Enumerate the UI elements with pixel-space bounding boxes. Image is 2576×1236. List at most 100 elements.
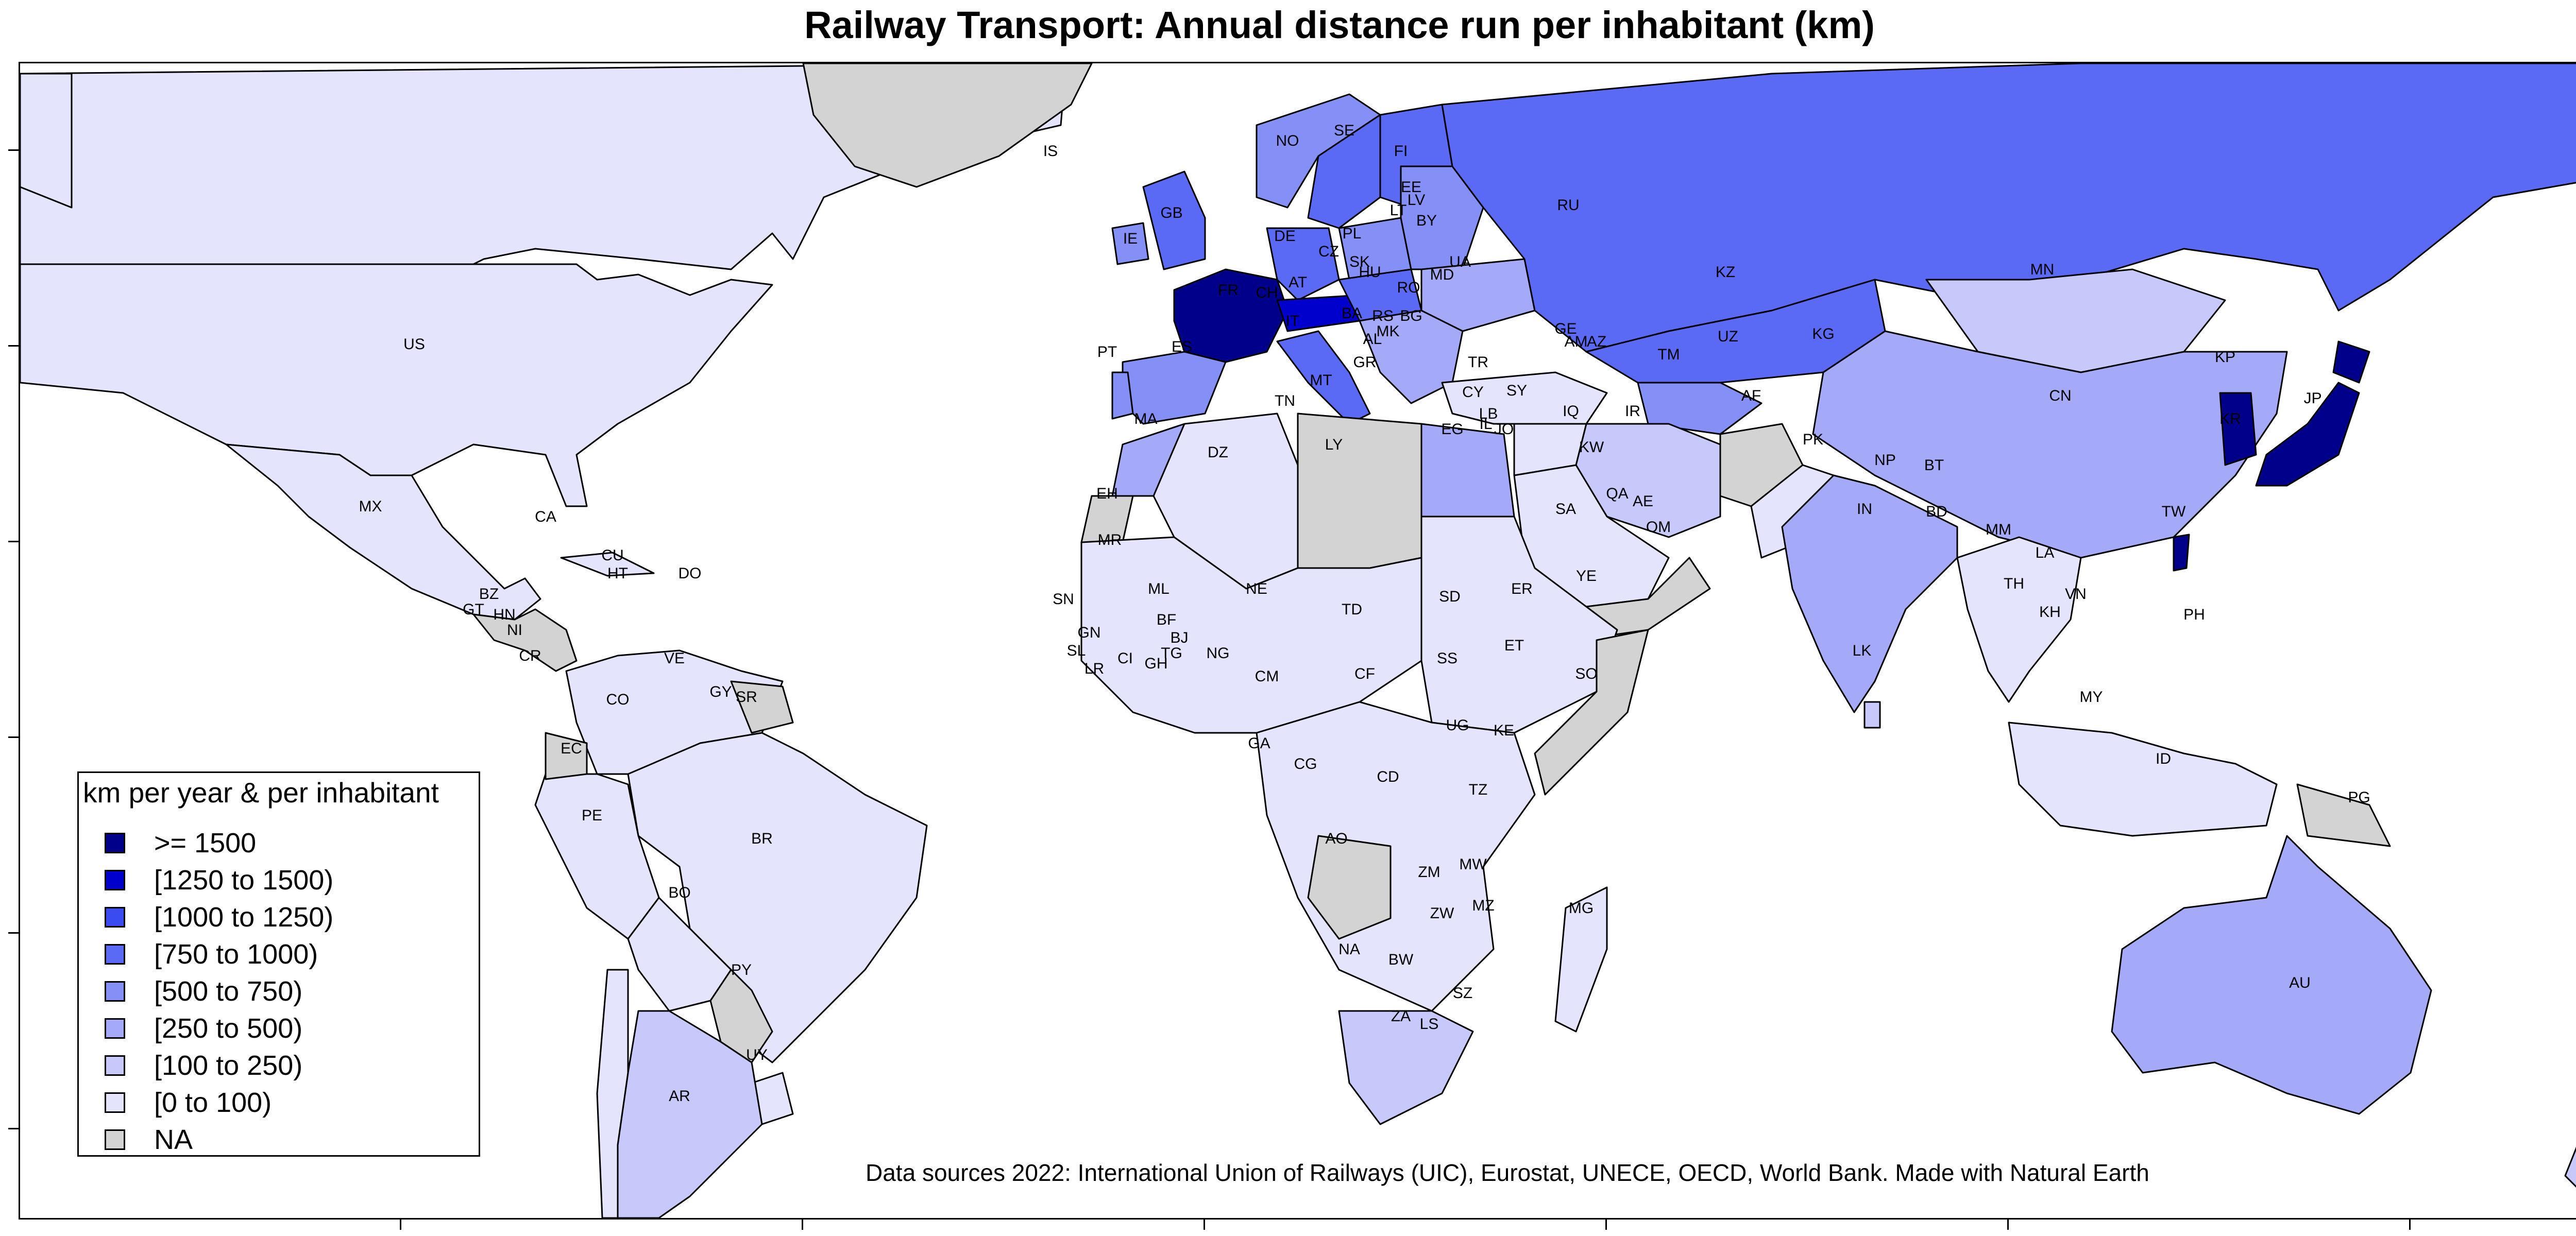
country-label-ci: CI [1117,650,1133,667]
country-label-mt: MT [1310,372,1332,389]
country-label-tm: TM [1657,346,1680,363]
country-label-cd: CD [1377,768,1399,785]
country-nz [2564,1146,2576,1188]
country-br [627,732,928,1063]
legend-swatch [105,981,125,1002]
axis-tick [802,1220,803,1230]
country-label-kh: KH [2039,604,2061,621]
country-ca-mx-central [472,608,578,672]
country-label-la: LA [2036,544,2055,561]
legend-swatch [105,944,125,965]
country-label-sz: SZ [1453,985,1472,1002]
country-label-fr: FR [1218,282,1239,299]
country-label-gb: GB [1160,204,1182,221]
legend-item: [750 to 1000) [105,936,318,973]
legend-item: NA [105,1121,193,1158]
country-jp-hokkaido [2332,340,2370,384]
country-in [1781,474,1958,713]
country-label-al: AL [1363,331,1382,348]
country-label-mn: MN [2030,261,2055,278]
country-se-asia [1956,536,2082,703]
country-label-hu: HU [1359,264,1381,281]
legend-label: >= 1500 [154,828,257,859]
country-gl [802,63,1093,188]
country-label-kp: KP [2215,349,2235,366]
legend-swatch [105,1055,125,1076]
country-label-bg: BG [1400,307,1422,324]
country-label-cf: CF [1354,665,1375,682]
country-label-ls: LS [1420,1016,1439,1033]
country-label-us: US [403,336,425,353]
country-ie [1111,222,1149,265]
country-label-kz: KZ [1716,264,1735,281]
country-label-sk: SK [1349,253,1370,270]
country-label-sr: SR [736,689,757,706]
country-label-mx: MX [359,498,382,515]
country-label-es: ES [1172,338,1192,355]
legend-swatch [105,833,125,853]
country-label-zw: ZW [1430,905,1454,922]
country-label-cy: CY [1462,384,1484,401]
legend-label: [100 to 250) [154,1050,303,1081]
legend-swatch [105,907,125,928]
country-label-it: IT [1286,313,1300,330]
country-label-is: IS [1043,143,1058,160]
legend-title: km per year & per inhabitant [83,777,439,809]
country-gy-sr [730,680,794,734]
legend-label: [750 to 1000) [154,939,318,970]
country-label-iq: IQ [1563,403,1579,420]
country-label-ml: ML [1148,580,1170,597]
country-label-fi: FI [1394,143,1408,160]
country-ly [1297,413,1422,569]
country-label-rs: RS [1372,307,1394,324]
data-source-note: Data sources 2022: International Union o… [866,1159,2149,1186]
country-label-kg: KG [1812,325,1834,342]
country-us [20,263,773,507]
country-label-ec: EC [561,740,582,757]
country-cu [560,552,655,577]
country-label-bt: BT [1924,457,1944,474]
axis-tick [8,149,19,151]
country-ec [545,732,588,780]
legend-item: [500 to 750) [105,973,302,1010]
country-label-bj: BJ [1170,629,1188,646]
legend-swatch [105,870,125,890]
country-label-py: PY [731,962,752,978]
country-label-ga: GA [1248,735,1270,752]
country-label-lr: LR [1084,660,1104,677]
country-label-sa: SA [1555,501,1576,518]
legend-label: [1250 to 1500) [154,865,334,896]
country-label-ee: EE [1401,179,1421,196]
country-label-mw: MW [1459,856,1487,873]
legend-item: [100 to 250) [105,1047,302,1084]
country-label-ss: SS [1437,650,1458,667]
country-label-bw: BW [1388,951,1414,968]
country-label-jo: JO [1494,421,1514,438]
country-label-mg: MG [1569,900,1594,917]
country-label-ke: KE [1494,722,1514,739]
country-label-eh: EH [1096,485,1118,502]
country-label-gy: GY [709,683,732,700]
country-kp-kr [2219,392,2257,466]
legend-item: [1250 to 1500) [105,862,333,899]
country-de [1266,227,1340,301]
country-label-il: IL [1479,416,1492,433]
country-ca [20,63,1067,270]
country-label-qa: QA [1606,485,1628,502]
country-label-cz: CZ [1318,243,1339,260]
axis-tick [8,736,19,738]
country-label-md: MD [1430,266,1454,283]
country-label-gn: GN [1078,624,1101,641]
country-label-eg: EG [1441,421,1463,438]
axis-tick [8,1128,19,1129]
country-label-mk: MK [1377,323,1400,340]
country-label-kw: KW [1579,439,1604,456]
country-iq-sy [1513,423,1587,476]
map-frame: US MX CA BR AR PE CO VE BO PY UY EC GY SR CU HT DO GT HN NI… [19,62,2576,1220]
country-label-id: ID [2156,750,2171,767]
country-label-cm: CM [1255,668,1279,685]
country-label-np: NP [1874,452,1896,469]
country-label-pt: PT [1097,344,1117,360]
country-cl [596,969,629,1218]
